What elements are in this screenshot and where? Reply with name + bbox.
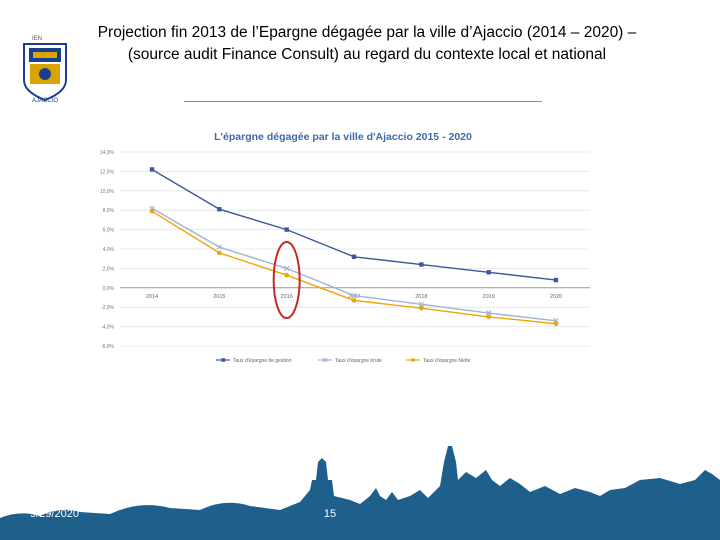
legend-item: Taux d'épargne de gestion [216, 358, 292, 364]
data-point [351, 254, 357, 259]
y-tick-label: -4,0% [101, 325, 115, 331]
data-point [149, 208, 155, 214]
title-divider [184, 101, 542, 102]
legend-marker [322, 357, 328, 363]
data-point [553, 277, 559, 283]
logo-top-text: IEN [32, 36, 42, 42]
x-tick-label: 2019 [483, 294, 495, 300]
data-point [486, 314, 491, 320]
slide-title: Projection fin 2013 de l’Epargne dégagée… [62, 22, 672, 66]
ajaccio-logo: IEN AJACCIO [23, 36, 67, 104]
data-point [284, 227, 289, 232]
chart-series [149, 167, 559, 326]
legend-marker [411, 358, 415, 362]
data-point [351, 292, 357, 299]
data-point [217, 207, 222, 212]
chart-gridlines [120, 151, 590, 347]
y-tick-label: -6,0% [101, 344, 115, 350]
x-tick-label: 2020 [550, 294, 562, 300]
legend-item: Taux d'épargne brute [318, 357, 382, 364]
y-tick-label: 4,0% [103, 247, 115, 253]
x-tick-label: 2016 [281, 294, 293, 300]
y-tick-label: 6,0% [103, 228, 115, 234]
slide-title-line-2: (source audit Finance Consult) au regard… [127, 46, 607, 63]
series-0 [149, 167, 559, 283]
data-point [217, 250, 222, 256]
y-tick-label: 2,0% [103, 266, 115, 272]
data-point [419, 262, 424, 267]
data-point [486, 270, 491, 275]
chart-tick-labels: 14,0% 12,0% 10,0% 8,0% 6,0% 4,0% 2,0% 0,0% -2,0%… [100, 150, 562, 350]
x-tick-label: 2015 [213, 294, 225, 300]
footer-date: 9/29/2020 [30, 508, 79, 520]
highlight-ellipse [272, 241, 301, 320]
data-point [485, 310, 492, 316]
legend-label: Taux d'épargne brute [335, 358, 382, 364]
city-skyline-footer [0, 446, 720, 540]
x-tick-label: 2018 [415, 294, 427, 300]
legend-label: Taux d'épargne Nette [423, 358, 471, 364]
data-point [149, 167, 155, 172]
y-tick-label: 10,0% [100, 189, 115, 195]
chart-legend: Taux d'épargne de gestion Taux d'épargne … [216, 357, 471, 364]
series-1 [149, 205, 559, 324]
series-line [151, 168, 557, 281]
x-tick-label: 2014 [146, 294, 158, 300]
legend-item: Taux d'épargne Nette [406, 358, 471, 364]
data-point [284, 272, 289, 278]
slide-title-line-1: Projection fin 2013 de l’Epargne dégagée… [97, 24, 637, 41]
y-tick-label: -2,0% [101, 305, 115, 311]
data-point [553, 321, 559, 326]
y-tick-label: 8,0% [103, 208, 115, 214]
y-tick-label: 0,0% [103, 286, 115, 292]
data-point [418, 301, 425, 308]
legend-marker [221, 358, 226, 362]
y-tick-label: 14,0% [100, 150, 115, 156]
series-line [151, 207, 557, 322]
chart-highlight [272, 241, 301, 320]
y-tick-label: 12,0% [100, 169, 115, 175]
chart-title: L'épargne dégagée par la ville d'Ajaccio… [214, 131, 472, 143]
footer-page-number: 15 [323, 508, 337, 520]
savings-line-chart: L'épargne dégagée par la ville d'Ajaccio… [100, 131, 590, 364]
legend-label: Taux d'épargne de gestion [233, 358, 292, 364]
x-tick-label: 2017 [348, 294, 360, 300]
data-point [351, 298, 357, 303]
logo-bottom-text: AJACCIO [32, 98, 58, 104]
data-point [283, 265, 290, 272]
series-2 [149, 208, 559, 326]
data-point [216, 244, 223, 250]
data-point [419, 305, 424, 311]
